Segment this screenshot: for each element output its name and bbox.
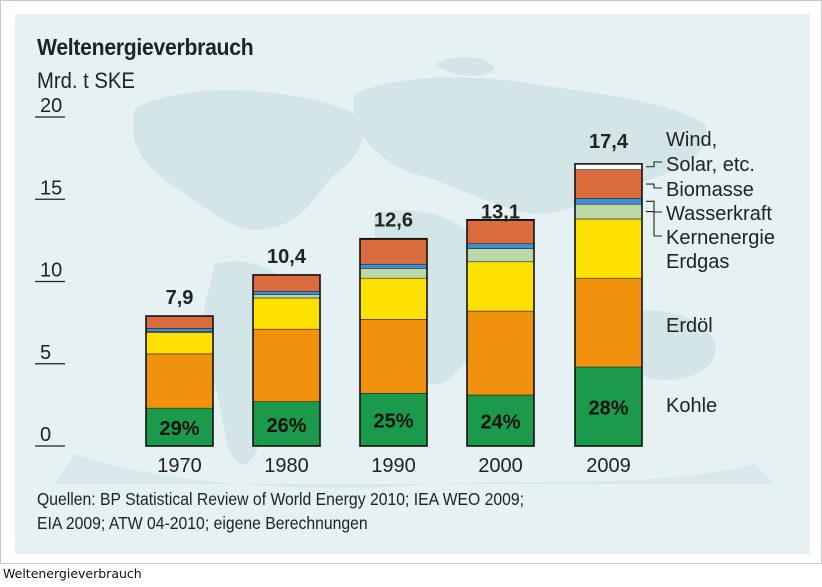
legend-erdgas: Erdgas (666, 251, 729, 273)
legend-biomasse: Biomasse (666, 179, 754, 201)
bar-segment-1980-4 (252, 291, 321, 295)
bar-segment-1970-1 (145, 353, 214, 409)
bar-outline-2009 (574, 163, 643, 447)
legend-wasserkraft: Wasserkraft (666, 203, 772, 225)
bar-outline-1990 (359, 237, 428, 447)
y-tick-label-20: 20 (40, 95, 62, 117)
bar-segment-2009-4 (574, 198, 643, 205)
bar-segment-1970-2 (145, 332, 214, 355)
legend-leader-wasserkraft (646, 200, 662, 213)
legend-leader-biomasse (646, 183, 662, 189)
bar-segment-1990-1 (359, 319, 428, 394)
y-tick-label-15: 15 (40, 177, 62, 199)
total-label-1990: 12,6 (374, 210, 413, 232)
bar-segment-2000-5 (466, 220, 535, 244)
bar-segment-1990-4 (359, 263, 428, 269)
bar-segment-2009-5 (574, 169, 643, 199)
bar-segment-2009-1 (574, 277, 643, 368)
bar-segment-2000-2 (466, 261, 535, 312)
bar-segment-2009-2 (574, 218, 643, 279)
x-tick-label-1970: 1970 (157, 455, 202, 477)
total-label-1980: 10,4 (267, 246, 307, 268)
bar-segment-1990-0 (359, 393, 428, 447)
bar-segment-1980-5 (252, 274, 321, 292)
x-tick-label-1980: 1980 (264, 455, 309, 477)
bar-segment-2000-3 (466, 248, 535, 263)
bar-outline-2000 (466, 219, 535, 447)
bar-segment-1990-3 (359, 268, 428, 279)
bar-segment-2000-4 (466, 243, 535, 249)
legend-leader-wind (646, 161, 662, 168)
figure-frame: 0 5 10 15 20 7,9 29% 1970 10,4 26% 1980 12,6 25% 1990… (0, 0, 822, 564)
total-label-2000: 13,1 (481, 202, 520, 224)
bar-segment-1980-1 (252, 328, 321, 402)
chart-panel: 0 5 10 15 20 7,9 29% 1970 10,4 26% 1980 12,6 25% 1990… (15, 14, 810, 554)
legend-kohle: Kohle (666, 395, 717, 417)
total-label-1970: 7,9 (166, 287, 194, 309)
bar-segment-1970-4 (145, 328, 214, 332)
legend-leader-kernenergie (646, 211, 662, 237)
bar-segment-1980-3 (252, 294, 321, 299)
y-tick-label-5: 5 (40, 342, 51, 364)
coal-share-1970: 29% (159, 418, 199, 440)
bar-segment-2000-1 (466, 310, 535, 396)
legend-wind-line2: Solar, etc. (666, 154, 755, 176)
x-tick-label-1990: 1990 (371, 455, 416, 477)
x-tick-label-2009: 2009 (586, 455, 631, 477)
x-tick-label-2000: 2000 (478, 455, 523, 477)
stacked-bar-chart: 0 5 10 15 20 7,9 29% 1970 10,4 26% 1980 12,6 25% 1990… (35, 95, 775, 477)
bar-segment-2009-0 (574, 366, 643, 447)
chart-subtitle: Mrd. t SKE (37, 68, 135, 93)
coal-share-2000: 24% (480, 412, 520, 434)
legend-erdoel: Erdöl (666, 315, 713, 337)
legend-kernenergie: Kernenergie (666, 227, 775, 249)
bar-segment-1990-5 (359, 239, 428, 265)
bar-segment-2009-6 (574, 163, 643, 170)
total-label-2009: 17,4 (589, 131, 629, 153)
bar-segment-1990-2 (359, 277, 428, 320)
legend-wind-line1: Wind, (666, 129, 717, 151)
source-line-2: EIA 2009; ATW 04-2010; eigene Berechnung… (37, 513, 368, 533)
y-tick-label-0: 0 (40, 424, 51, 446)
figure-caption: Weltenergieverbrauch (3, 566, 142, 581)
bar-outline-1980 (252, 274, 321, 447)
coal-share-1980: 26% (266, 415, 306, 437)
coal-share-2009: 28% (588, 398, 628, 420)
bar-segment-1970-5 (145, 315, 214, 329)
chart-title: Weltenergieverbrauch (37, 34, 254, 60)
source-line-1: Quellen: BP Statistical Review of World … (37, 489, 525, 509)
bar-outline-1970 (145, 315, 214, 447)
y-tick-label-10: 10 (40, 260, 62, 282)
bar-segment-1980-2 (252, 297, 321, 330)
bar-segment-2009-3 (574, 203, 643, 220)
coal-share-1990: 25% (373, 411, 413, 433)
